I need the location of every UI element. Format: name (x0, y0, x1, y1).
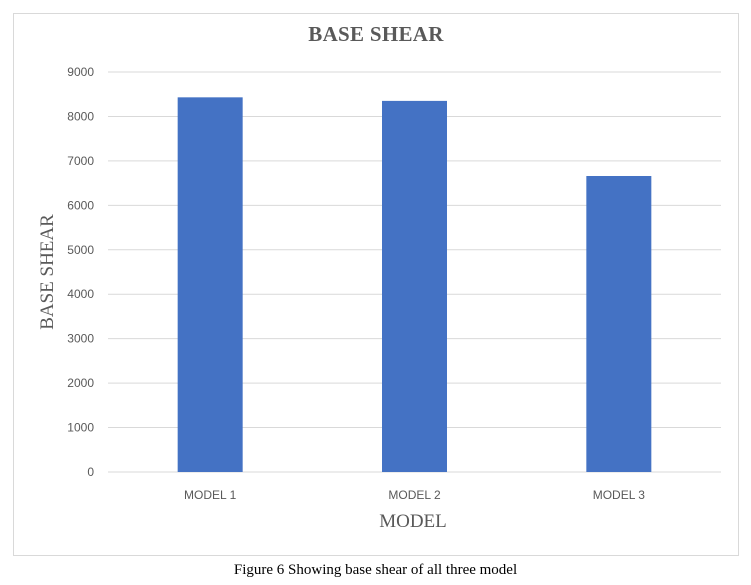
x-tick-label: MODEL 2 (388, 488, 441, 502)
y-tick-label: 0 (87, 465, 94, 479)
y-tick-label: 2000 (67, 376, 94, 390)
y-tick-label: 4000 (67, 287, 94, 301)
x-axis-label: MODEL (379, 511, 447, 532)
x-tick-label: MODEL 1 (184, 488, 237, 502)
y-tick-label: 3000 (67, 332, 94, 346)
y-tick-label: 1000 (67, 421, 94, 435)
bar (177, 97, 243, 472)
bar (586, 176, 652, 472)
bar (382, 100, 447, 472)
y-tick-label: 7000 (67, 154, 94, 168)
y-tick-label: 6000 (67, 198, 94, 212)
y-tick-label: 8000 (67, 109, 94, 123)
y-tick-label: 5000 (67, 243, 94, 257)
y-tick-label: 9000 (67, 65, 94, 79)
chart-title: BASE SHEAR (308, 22, 444, 46)
x-tick-label: MODEL 3 (593, 488, 646, 502)
figure-caption: Figure 6 Showing base shear of all three… (233, 562, 518, 578)
